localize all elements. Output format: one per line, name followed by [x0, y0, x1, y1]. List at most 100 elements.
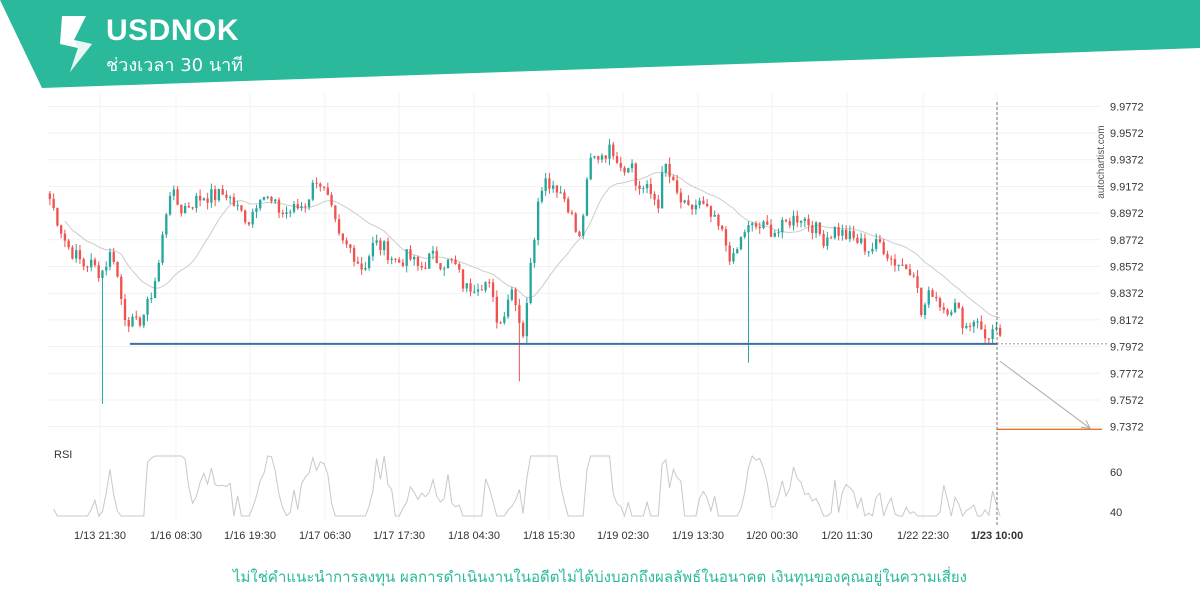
candle-body: [473, 291, 476, 293]
candle-body: [176, 189, 179, 205]
candle-body: [582, 215, 585, 237]
candle-body: [168, 195, 172, 215]
candle-body: [807, 218, 810, 226]
candle-body: [762, 221, 765, 229]
y-tick-label: 9.9772: [1110, 101, 1144, 113]
candle-body: [886, 254, 889, 259]
disclaimer: ไม่ใช่คำแนะนำการลงทุน ผลการดำเนินงานในอด…: [233, 568, 967, 586]
candle-body: [491, 282, 495, 297]
candle-body: [871, 248, 874, 252]
candle-body: [664, 163, 668, 173]
candle-body: [679, 192, 683, 203]
y-tick-label: 9.8172: [1110, 315, 1144, 327]
candle-body: [525, 303, 529, 337]
candle-body: [908, 269, 912, 276]
candle-body: [138, 317, 142, 326]
candle-body: [217, 188, 221, 201]
candle-body: [518, 305, 521, 323]
candle-body: [97, 265, 100, 278]
candle-body: [409, 249, 412, 260]
candle-body: [991, 329, 994, 340]
candle-body: [983, 329, 987, 339]
header-banner: [0, 0, 1200, 88]
candle-body: [751, 223, 754, 226]
candle-body: [450, 259, 453, 261]
candle-body: [968, 325, 972, 327]
candle-body: [349, 244, 352, 248]
candle-body: [311, 182, 314, 200]
candle-body: [578, 231, 581, 237]
candle-body: [856, 237, 859, 243]
candle-body: [240, 205, 243, 211]
candle-body: [484, 282, 487, 291]
candle-body: [228, 197, 232, 199]
candle-body: [901, 264, 904, 266]
candle-body: [972, 321, 975, 327]
candle-body: [721, 225, 724, 230]
candle-body: [657, 199, 660, 209]
candle-body: [86, 266, 89, 268]
candle-body: [386, 241, 390, 261]
rsi-tick-label: 40: [1110, 507, 1122, 519]
candle-body: [818, 222, 822, 234]
candle-body: [405, 249, 408, 266]
candle-body: [105, 266, 108, 271]
candle-body: [642, 188, 645, 190]
candle-body: [315, 182, 318, 184]
y-tick-label: 9.8372: [1110, 288, 1144, 300]
candle-body: [567, 199, 570, 213]
candle-body: [75, 250, 78, 259]
candle-body: [743, 232, 746, 238]
candle-body: [942, 307, 945, 310]
candle-body: [420, 265, 423, 268]
candle-body: [108, 251, 112, 267]
candle-body: [799, 220, 803, 223]
candle-body: [259, 199, 262, 209]
candle-body: [608, 144, 611, 159]
candle-body: [747, 225, 750, 233]
candle-body: [544, 178, 547, 191]
candle-body: [829, 237, 833, 239]
candle-body: [364, 268, 367, 270]
candle-body: [803, 218, 806, 221]
forecast-arrow-line: [999, 360, 1091, 429]
candle-body: [893, 259, 897, 266]
candle-body: [875, 239, 878, 249]
candle-body: [630, 163, 634, 169]
candle-body: [221, 188, 224, 195]
candle-body: [206, 198, 209, 203]
candle-body: [428, 253, 431, 269]
autochartist-logo-icon: [60, 16, 92, 72]
candle-body: [796, 215, 799, 223]
candle-body: [120, 276, 123, 299]
candle-body: [183, 206, 187, 214]
y-tick-label: 9.7972: [1110, 342, 1144, 354]
candle-body: [296, 204, 299, 209]
candle-body: [653, 193, 656, 200]
candle-body: [458, 264, 461, 270]
candle-body: [848, 231, 852, 239]
candle-body: [897, 264, 900, 266]
candle-body: [980, 321, 983, 330]
candle-body: [878, 239, 882, 243]
chart-grid: [48, 93, 1100, 520]
candle-body: [574, 213, 577, 232]
candle-body: [713, 214, 716, 217]
candle-body: [702, 200, 705, 204]
candle-body: [157, 262, 160, 282]
candle-body: [777, 232, 780, 234]
rsi-panel: RSI: [53, 449, 1001, 518]
candle-body: [540, 190, 544, 202]
candle-body: [153, 281, 157, 298]
candle-body: [694, 204, 698, 210]
candle-body: [998, 327, 1002, 336]
candle-body: [938, 298, 942, 308]
candle-body: [247, 222, 251, 225]
candle-body: [784, 219, 788, 222]
candle-body: [48, 193, 52, 199]
candle-body: [56, 208, 59, 226]
candle-body: [559, 192, 562, 194]
candle-body: [638, 185, 641, 190]
candle-body: [687, 200, 690, 205]
x-tick-label: 1/16 08:30: [150, 530, 202, 542]
